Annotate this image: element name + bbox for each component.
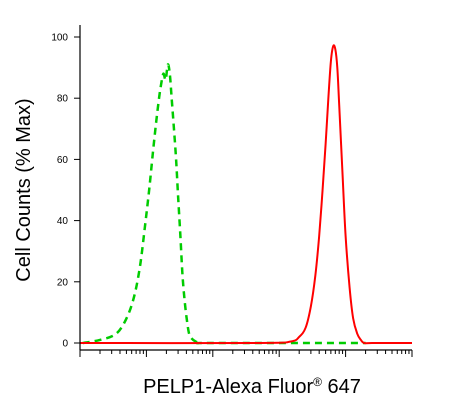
series-layer	[79, 44, 412, 345]
y-tick-label: 0	[62, 339, 68, 350]
x-axis-label-suffix: 647	[322, 376, 361, 398]
axes-layer	[79, 25, 412, 351]
y-tick-label: 40	[57, 216, 69, 227]
y-ticks: 0 20 40 60 80 100	[51, 33, 80, 350]
y-tick-label: 100	[51, 33, 68, 44]
y-tick-label: 20	[57, 277, 69, 288]
x-axis-label-registered: ®	[313, 375, 322, 389]
y-tick-label: 60	[57, 155, 69, 166]
x-axis-label: PELP1-Alexa Fluor® 647	[143, 375, 361, 398]
series-line-red	[79, 44, 412, 345]
x-axis-label-main: PELP1-Alexa Fluor	[143, 376, 313, 398]
y-tick-label: 80	[57, 94, 69, 105]
x-ticks	[79, 350, 413, 357]
y-axis-label: Cell Counts (% Max)	[13, 98, 35, 281]
series-line-green-dashed	[82, 63, 366, 345]
